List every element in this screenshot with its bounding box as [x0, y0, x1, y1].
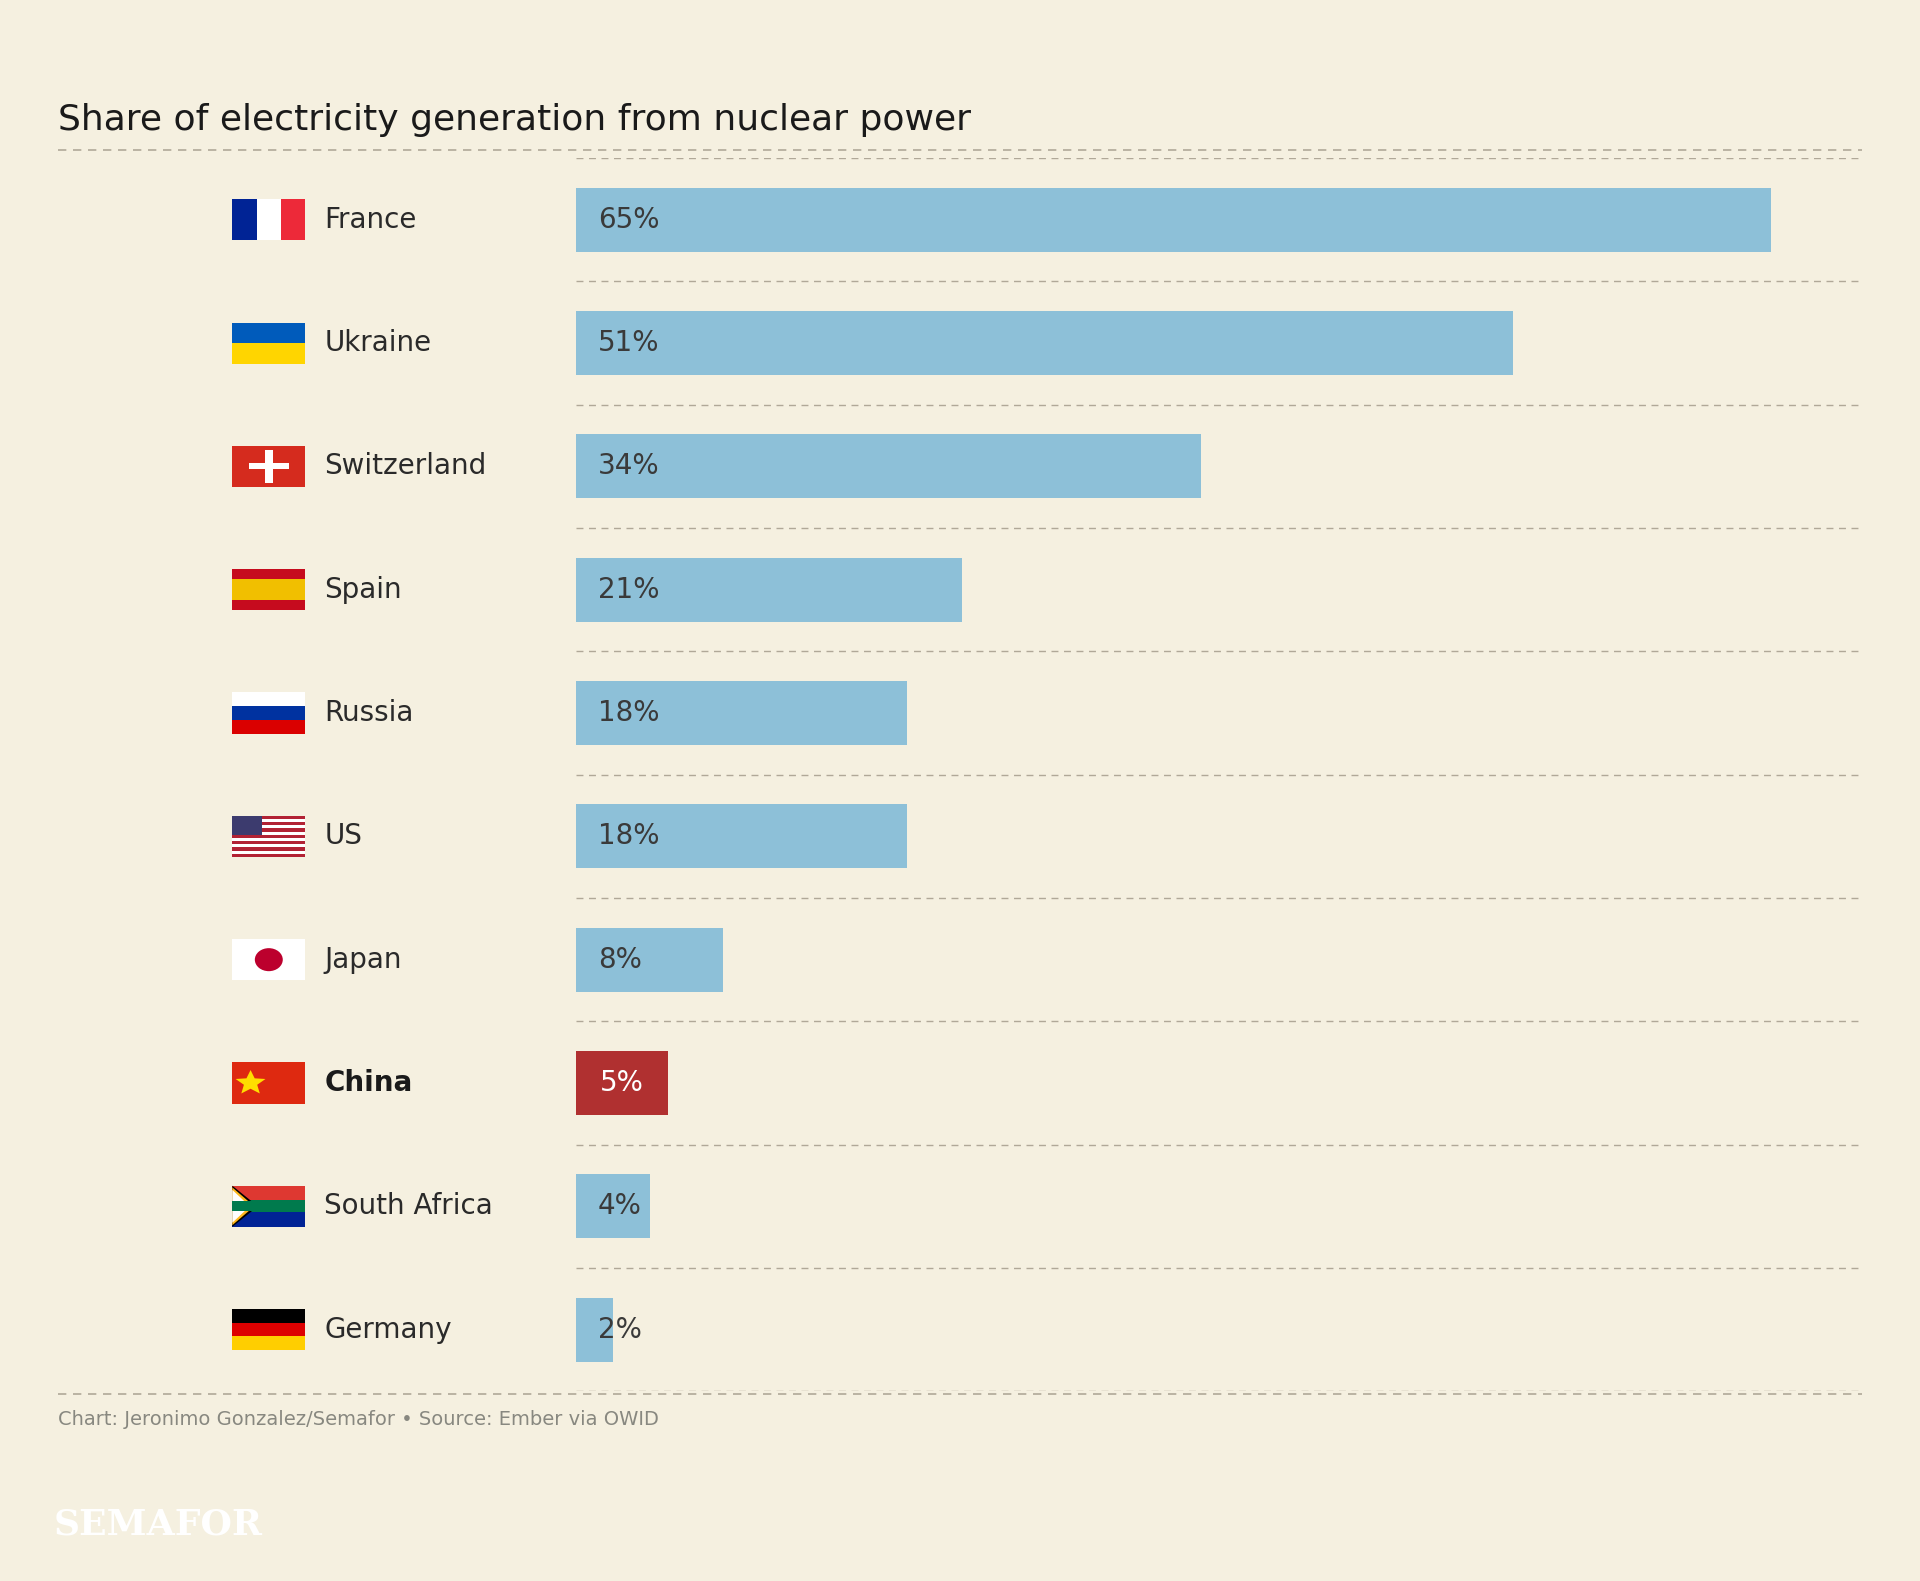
Bar: [576, 1175, 649, 1238]
Text: 2%: 2%: [597, 1315, 641, 1344]
Bar: [576, 188, 1770, 251]
Text: France: France: [324, 206, 417, 234]
Text: China: China: [324, 1069, 413, 1097]
Bar: [576, 681, 906, 745]
Bar: [576, 928, 724, 991]
Text: 8%: 8%: [597, 945, 641, 974]
Bar: [576, 805, 906, 868]
Bar: [576, 1051, 668, 1115]
Text: 5%: 5%: [601, 1069, 643, 1097]
Bar: [576, 435, 1200, 498]
Text: 18%: 18%: [597, 699, 660, 727]
Text: Japan: Japan: [324, 945, 401, 974]
Text: 21%: 21%: [597, 575, 660, 604]
Text: Spain: Spain: [324, 575, 401, 604]
Text: 34%: 34%: [597, 452, 660, 481]
Text: Germany: Germany: [324, 1315, 451, 1344]
Text: 51%: 51%: [597, 329, 660, 357]
Text: 18%: 18%: [597, 822, 660, 851]
Bar: [576, 311, 1513, 375]
Text: Ukraine: Ukraine: [324, 329, 432, 357]
Text: 4%: 4%: [597, 1192, 641, 1221]
Text: US: US: [324, 822, 363, 851]
Bar: [576, 1298, 612, 1361]
Text: Chart: Jeronimo Gonzalez/Semafor • Source: Ember via OWID: Chart: Jeronimo Gonzalez/Semafor • Sourc…: [58, 1410, 659, 1429]
Bar: [576, 558, 962, 621]
Text: SEMAFOR: SEMAFOR: [54, 1507, 263, 1541]
Text: Russia: Russia: [324, 699, 415, 727]
Text: Switzerland: Switzerland: [324, 452, 488, 481]
Text: South Africa: South Africa: [324, 1192, 493, 1221]
Text: 65%: 65%: [597, 206, 660, 234]
Text: Share of electricity generation from nuclear power: Share of electricity generation from nuc…: [58, 103, 972, 138]
